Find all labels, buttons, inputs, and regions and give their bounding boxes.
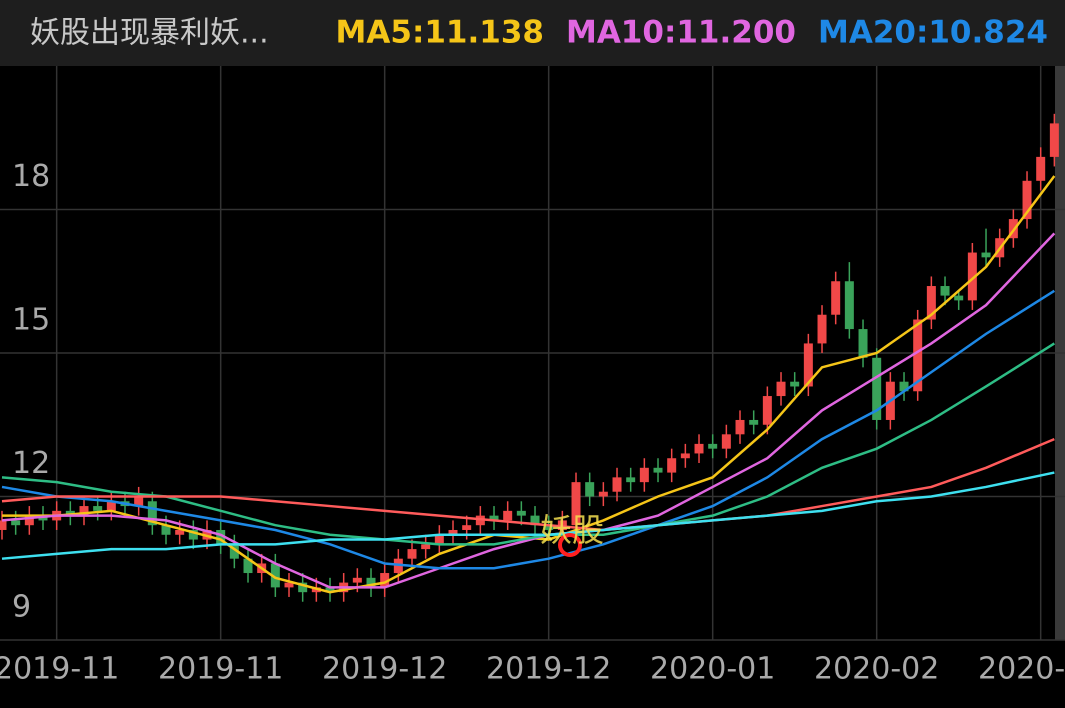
candle-body [284,582,294,588]
candle-body [899,381,909,392]
candle-body [1049,123,1059,157]
candle-body [735,419,745,435]
candle-body [448,529,458,535]
candle-body [1022,180,1032,220]
legend-entry: MA10:11.200 [566,15,796,51]
annotation-text: 妖股 [540,511,604,549]
candle-body [721,434,731,449]
candle-body [926,286,936,320]
annotation-marker [558,533,582,557]
ma-line [1,289,1056,570]
y-tick-label: 12 [12,446,50,481]
candle-body [803,343,813,387]
legend-entry: MA20:10.824 [818,15,1048,51]
candle-body [680,453,690,459]
candle-body [708,443,718,449]
x-tick-label: 2019-12 [322,652,447,687]
candle-body [626,477,636,483]
ma-line [1,232,1056,589]
ma-line [2,175,1056,594]
ma-line [1,471,1055,560]
candle-body [639,467,649,483]
candle-body [229,544,239,559]
candle-body [147,501,157,526]
chart-title: 妖股出现暴利妖... [30,16,269,51]
x-tick-label: 2019-12 [486,652,611,687]
candle-body [462,525,472,530]
candle-body [831,281,841,315]
candle-body [544,525,554,530]
candle-body [749,419,759,425]
candle-body [407,549,417,559]
candle-body [188,529,198,540]
candle-body [790,381,800,387]
x-tick-label: 2019-11 [158,652,283,687]
header-bar [0,0,1065,66]
candle-body [0,520,7,530]
candle-body [571,482,581,526]
candle-body [530,515,540,526]
candle-body [11,520,21,526]
candle-body [981,252,991,258]
candle-body [844,281,854,330]
candle-body [93,506,103,511]
candle-body [872,357,882,420]
candle-body [134,496,144,507]
candle-body [940,286,950,296]
ma-line [1,437,1055,532]
candle-body [380,573,390,588]
candle-body [175,529,185,535]
x-tick-label: 2019-11 [0,652,119,687]
candle-body [858,329,868,358]
legend-entry: MA5:11.138 [336,15,544,51]
candle-body [598,491,608,497]
candle-body [352,577,362,583]
candle-body [694,443,704,454]
candle-body [667,458,677,473]
candle-body [161,525,171,535]
candle-body [434,534,444,545]
candle-body [243,558,253,574]
candle-body [585,482,595,497]
candle-body [913,319,923,392]
candle-body [653,467,663,473]
candle-body [762,396,772,425]
candle-body [216,529,226,545]
candle-body [516,510,526,516]
y-tick-label: 9 [12,590,31,625]
candle-body [79,506,89,516]
candle-body [776,381,786,397]
candle-body [106,501,116,511]
candle-body [503,510,513,521]
y-tick-label: 18 [12,159,50,194]
candle-body [366,577,376,588]
y-tick-label: 15 [12,303,50,338]
candle-body [421,544,431,550]
candle-body [1036,156,1046,181]
ma-line [1,342,1056,546]
candle-body [967,252,977,301]
candle-body [489,515,499,521]
x-tick-label: 2020-01 [650,652,775,687]
candle-body [612,477,622,492]
x-tick-label: 2020-02 [814,652,939,687]
candle-body [270,563,280,588]
candle-body [325,587,335,593]
candle-body [24,515,34,526]
candle-body [954,295,964,301]
candle-body [298,582,308,593]
candle-body [817,314,827,344]
x-tick-label: 2020-03 [978,652,1065,687]
